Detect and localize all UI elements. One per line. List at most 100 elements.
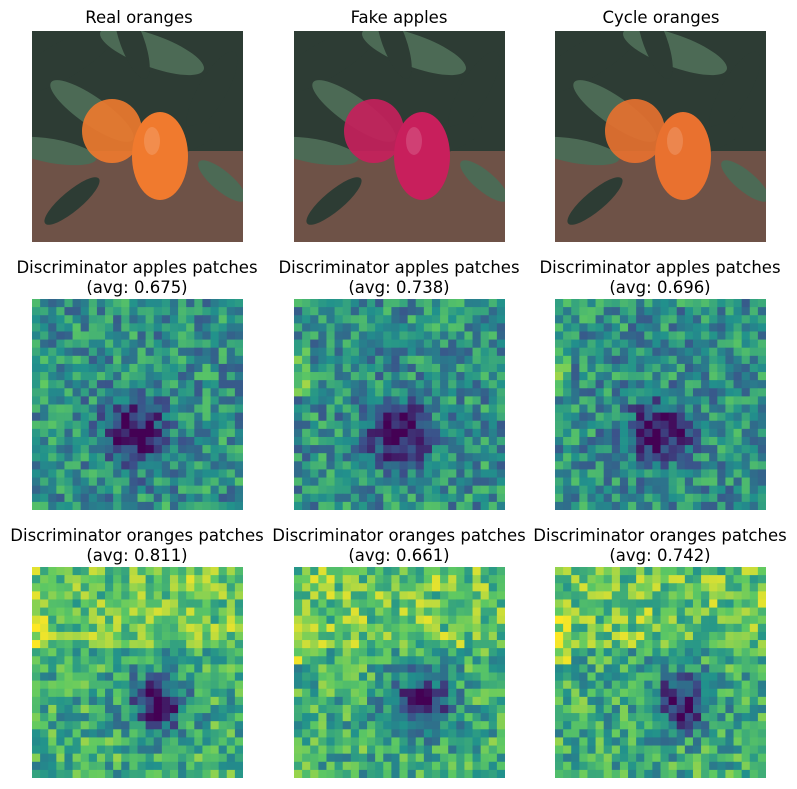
heatmap-cell [472, 640, 482, 649]
heatmap-cell [488, 591, 498, 600]
heatmap-cell [153, 396, 163, 405]
disc-apples-heatmap-3 [555, 299, 766, 510]
heatmap-cell [234, 696, 243, 706]
heatmap-cell [563, 696, 572, 706]
heatmap-cell [137, 623, 147, 633]
heatmap-cell [488, 729, 498, 738]
heatmap-cell [391, 688, 400, 698]
heatmap-cell [636, 363, 645, 373]
heatmap-cell [96, 453, 106, 462]
heatmap-cell [342, 769, 352, 778]
heatmap-cell [456, 704, 465, 714]
heatmap-cell [105, 339, 114, 349]
heatmap-cell [636, 664, 645, 673]
heatmap-cell [310, 729, 319, 738]
heatmap-cell [464, 380, 474, 389]
heatmap-cell [145, 380, 155, 389]
heatmap-cell [431, 412, 441, 422]
heatmap-cell [603, 420, 613, 430]
heatmap-cell [218, 436, 228, 446]
heatmap-cell [358, 737, 368, 747]
heatmap-cell [310, 299, 319, 308]
heatmap-cell [72, 769, 82, 778]
heatmap-cell [226, 453, 236, 462]
heatmap-cell [717, 477, 726, 487]
heatmap-cell [619, 485, 629, 495]
heatmap-cell [318, 631, 327, 641]
heatmap-cell [194, 469, 203, 479]
heatmap-cell [358, 648, 368, 657]
heatmap-cell [40, 453, 49, 462]
heatmap-cell [440, 404, 449, 414]
panel-title-cycle-oranges: Cycle oranges [602, 8, 720, 27]
heatmap-cell [48, 607, 57, 617]
heatmap-cell [709, 631, 718, 641]
heatmap-cell [169, 607, 179, 617]
heatmap-cell [619, 388, 629, 397]
heatmap-cell [757, 412, 766, 422]
heatmap-cell [64, 575, 74, 584]
heatmap-cell [399, 436, 409, 446]
heatmap-cell [334, 315, 344, 324]
heatmap-cell [137, 583, 147, 592]
heatmap-cell [440, 307, 449, 316]
heatmap-cell [676, 769, 686, 778]
heatmap-cell [636, 323, 645, 332]
heatmap-cell [749, 664, 759, 673]
heatmap-cell [96, 428, 106, 438]
heatmap-cell [603, 721, 613, 730]
heatmap-cell [72, 583, 82, 592]
heatmap-cell [644, 696, 653, 706]
heatmap-cell [579, 640, 588, 649]
heatmap-cell [571, 737, 580, 747]
heatmap-cell [137, 688, 147, 698]
heatmap-cell [202, 331, 212, 341]
heatmap-cell [448, 599, 457, 609]
heatmap-cell [595, 396, 605, 405]
heatmap-cell [701, 477, 710, 487]
heatmap-cell [480, 307, 490, 316]
heatmap-cell [676, 493, 686, 503]
heatmap-cell [684, 323, 694, 332]
heatmap-cell [350, 640, 360, 649]
heatmap-cell [96, 469, 106, 479]
heatmap-cell [603, 631, 613, 641]
heatmap-cell [619, 737, 629, 747]
heatmap-cell [644, 372, 653, 381]
heatmap-cell [218, 315, 228, 324]
heatmap-cell [334, 745, 344, 755]
heatmap-cell [644, 307, 653, 316]
heatmap-cell [391, 721, 400, 730]
heatmap-cell [660, 299, 670, 308]
heatmap-cell [448, 501, 457, 510]
heatmap-cell [587, 428, 597, 438]
heatmap-cell [757, 753, 766, 763]
heatmap-cell [701, 656, 710, 665]
heatmap-cell [202, 607, 212, 617]
heatmap-cell [644, 323, 653, 332]
heatmap-cell [358, 753, 368, 763]
heatmap-cell [202, 363, 212, 373]
heatmap-cell [391, 347, 400, 357]
heatmap-cell [318, 615, 327, 625]
heatmap-cell [318, 453, 327, 462]
heatmap-cell [488, 575, 498, 584]
heatmap-cell [431, 485, 441, 495]
heatmap-cell [145, 607, 155, 617]
heatmap-cell [595, 753, 605, 763]
heatmap-cell [137, 648, 147, 657]
heatmap-cell [153, 688, 163, 698]
heatmap-cell [137, 729, 147, 738]
heatmap-cell [48, 501, 57, 510]
heatmap-cell [121, 461, 130, 470]
heatmap-cell [407, 404, 417, 414]
heatmap-cell [72, 323, 82, 332]
heatmap-cell [563, 461, 572, 470]
heatmap-cell [294, 737, 303, 747]
heatmap-cell [72, 501, 82, 510]
heatmap-cell [161, 575, 171, 584]
heatmap-cell [749, 493, 759, 503]
heatmap-cell [431, 315, 441, 324]
heatmap-cell [668, 363, 678, 373]
heatmap-cell [496, 420, 505, 430]
